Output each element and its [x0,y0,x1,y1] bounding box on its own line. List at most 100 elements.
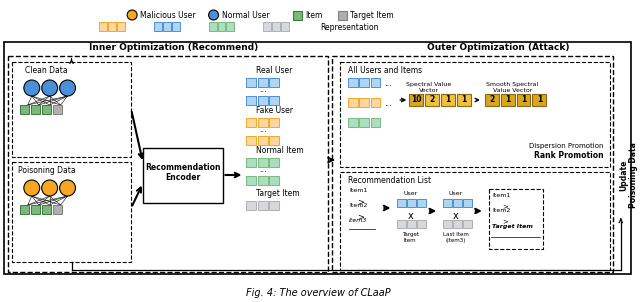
Bar [258,176,268,185]
Text: Target
Item: Target Item [402,232,419,243]
Bar [99,22,108,31]
Bar [246,118,256,127]
Text: Fake User: Fake User [256,106,293,115]
Text: 2: 2 [489,95,494,104]
Bar [532,94,547,106]
Text: Representation: Representation [320,23,378,31]
Bar [258,78,268,87]
Bar [371,98,380,107]
Text: ...: ... [259,125,267,134]
Bar [417,220,426,228]
Bar [4,42,631,274]
Bar [20,205,29,214]
Bar [163,22,171,31]
Text: 10: 10 [411,95,422,104]
Bar [443,199,452,207]
Bar [463,220,472,228]
Bar [12,62,131,157]
Text: Dispersion Promotion: Dispersion Promotion [529,143,604,149]
Bar [258,201,268,210]
Text: >: > [358,197,365,206]
Bar [269,78,279,87]
Bar [332,56,613,272]
Bar [12,162,131,262]
Text: Outer Optimization (Attack): Outer Optimization (Attack) [427,43,570,52]
Text: x: x [408,211,413,221]
Bar [246,136,256,145]
Text: Spectral Value
Vector: Spectral Value Vector [406,82,452,93]
Text: 1: 1 [445,95,451,104]
Bar [269,136,279,145]
Bar [227,22,234,31]
Bar [258,96,268,105]
Bar [417,199,426,207]
Bar [348,78,358,87]
Text: Clean Data: Clean Data [25,66,67,75]
Text: Normal Item: Normal Item [256,146,304,155]
Text: Item1: Item1 [493,193,511,198]
Text: 1: 1 [521,95,526,104]
Text: Normal User: Normal User [221,11,269,20]
Bar [457,94,471,106]
Text: >: > [502,218,509,224]
Circle shape [127,10,137,20]
Bar [489,189,543,249]
Text: Smooth Spectral
Value Vector: Smooth Spectral Value Vector [486,82,539,93]
Text: Last Item
(Item3): Last Item (Item3) [443,232,469,243]
Bar [154,22,162,31]
Text: Update
Poisoning Data: Update Poisoning Data [619,142,639,208]
Text: User: User [449,191,463,196]
Bar [441,94,455,106]
Bar [172,22,180,31]
Text: Item2: Item2 [349,203,368,208]
Text: Malicious User: Malicious User [140,11,196,20]
Bar [272,22,280,31]
Circle shape [60,180,76,196]
Circle shape [24,180,40,196]
Bar [443,220,452,228]
Text: >: > [358,212,365,221]
Bar [340,62,610,167]
Text: >: > [502,203,509,209]
Bar [281,22,289,31]
Text: ...: ... [259,165,267,174]
Text: Target Item: Target Item [349,11,393,20]
Bar [246,96,256,105]
Text: Item: Item [305,11,323,20]
Bar [484,94,499,106]
Text: Real User: Real User [256,66,292,75]
Circle shape [209,10,218,20]
Circle shape [42,180,58,196]
Circle shape [60,80,76,96]
Bar [340,172,610,270]
Bar [407,220,416,228]
Bar [407,199,416,207]
Bar [263,22,271,31]
Bar [425,94,439,106]
Text: 1: 1 [537,95,542,104]
Text: User: User [403,191,417,196]
Bar [258,136,268,145]
Bar [52,105,61,114]
Bar [397,199,406,207]
Bar [269,158,279,167]
Bar [269,118,279,127]
Bar [42,105,51,114]
Bar [359,78,369,87]
Bar [453,199,462,207]
Bar [108,22,116,31]
Text: 1: 1 [505,95,510,104]
Bar [218,22,225,31]
Text: ...: ... [385,79,392,88]
Bar [143,148,223,203]
Text: All Users and Items: All Users and Items [348,66,422,75]
Text: Item1: Item1 [349,188,368,193]
Bar [463,199,472,207]
Text: Item3: Item3 [349,218,367,223]
Bar [359,118,369,127]
Text: Inner Optimization (Recommend): Inner Optimization (Recommend) [90,43,259,52]
Bar [269,201,279,210]
Text: Poisoning Data: Poisoning Data [18,166,76,175]
Text: 2: 2 [429,95,435,104]
Bar [293,11,302,20]
